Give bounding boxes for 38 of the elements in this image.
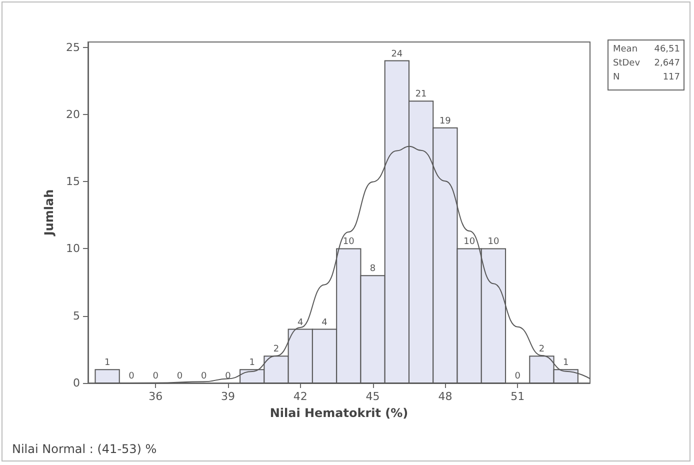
data-label: 24 bbox=[391, 49, 403, 60]
y-tick-label: 5 bbox=[73, 309, 80, 322]
text: N 117 bbox=[613, 72, 680, 82]
data-label: 1 bbox=[249, 358, 255, 368]
data-label: 2 bbox=[273, 344, 280, 355]
y-tick-label: 20 bbox=[66, 108, 80, 121]
data-label: 0 bbox=[128, 372, 135, 382]
data-label: 2 bbox=[538, 344, 545, 355]
y-tick-label: 0 bbox=[73, 376, 80, 390]
x-axis-title: Nilai Hematokrit (%) bbox=[270, 406, 408, 420]
data-label: 21 bbox=[415, 90, 427, 100]
data-label: 10 bbox=[342, 237, 355, 248]
text: Mean 46,51 bbox=[613, 44, 680, 54]
data-label: 4 bbox=[298, 318, 304, 328]
data-label: 0 bbox=[176, 372, 183, 382]
text: Nilai Normal : (41-53) % bbox=[12, 442, 157, 456]
data-label: 0 bbox=[225, 372, 232, 382]
data-label: 1 bbox=[104, 358, 110, 368]
data-label: 4 bbox=[322, 318, 328, 328]
data-label: 0 bbox=[200, 372, 207, 382]
text: StDev 2,647 bbox=[613, 58, 680, 68]
y-axis-title: Jumlah bbox=[42, 189, 56, 237]
data-label: 0 bbox=[514, 372, 521, 382]
y-tick-label: 25 bbox=[66, 40, 80, 54]
data-label: 10 bbox=[488, 237, 500, 248]
x-tick-label: 39 bbox=[220, 390, 235, 403]
data-label: 19 bbox=[439, 116, 452, 126]
data-label: 1 bbox=[563, 358, 569, 368]
x-tick-label: 45 bbox=[366, 390, 380, 403]
data-label: 0 bbox=[152, 372, 159, 382]
x-tick-label: 42 bbox=[293, 390, 308, 403]
x-tick-label: 36 bbox=[148, 390, 163, 403]
data-label: 10 bbox=[464, 237, 476, 248]
x-tick-label: 51 bbox=[510, 390, 525, 403]
data-label: 8 bbox=[370, 264, 376, 274]
y-tick-label: 10 bbox=[66, 242, 80, 256]
y-tick-label: 15 bbox=[66, 175, 80, 188]
x-tick-label: 48 bbox=[438, 390, 452, 403]
